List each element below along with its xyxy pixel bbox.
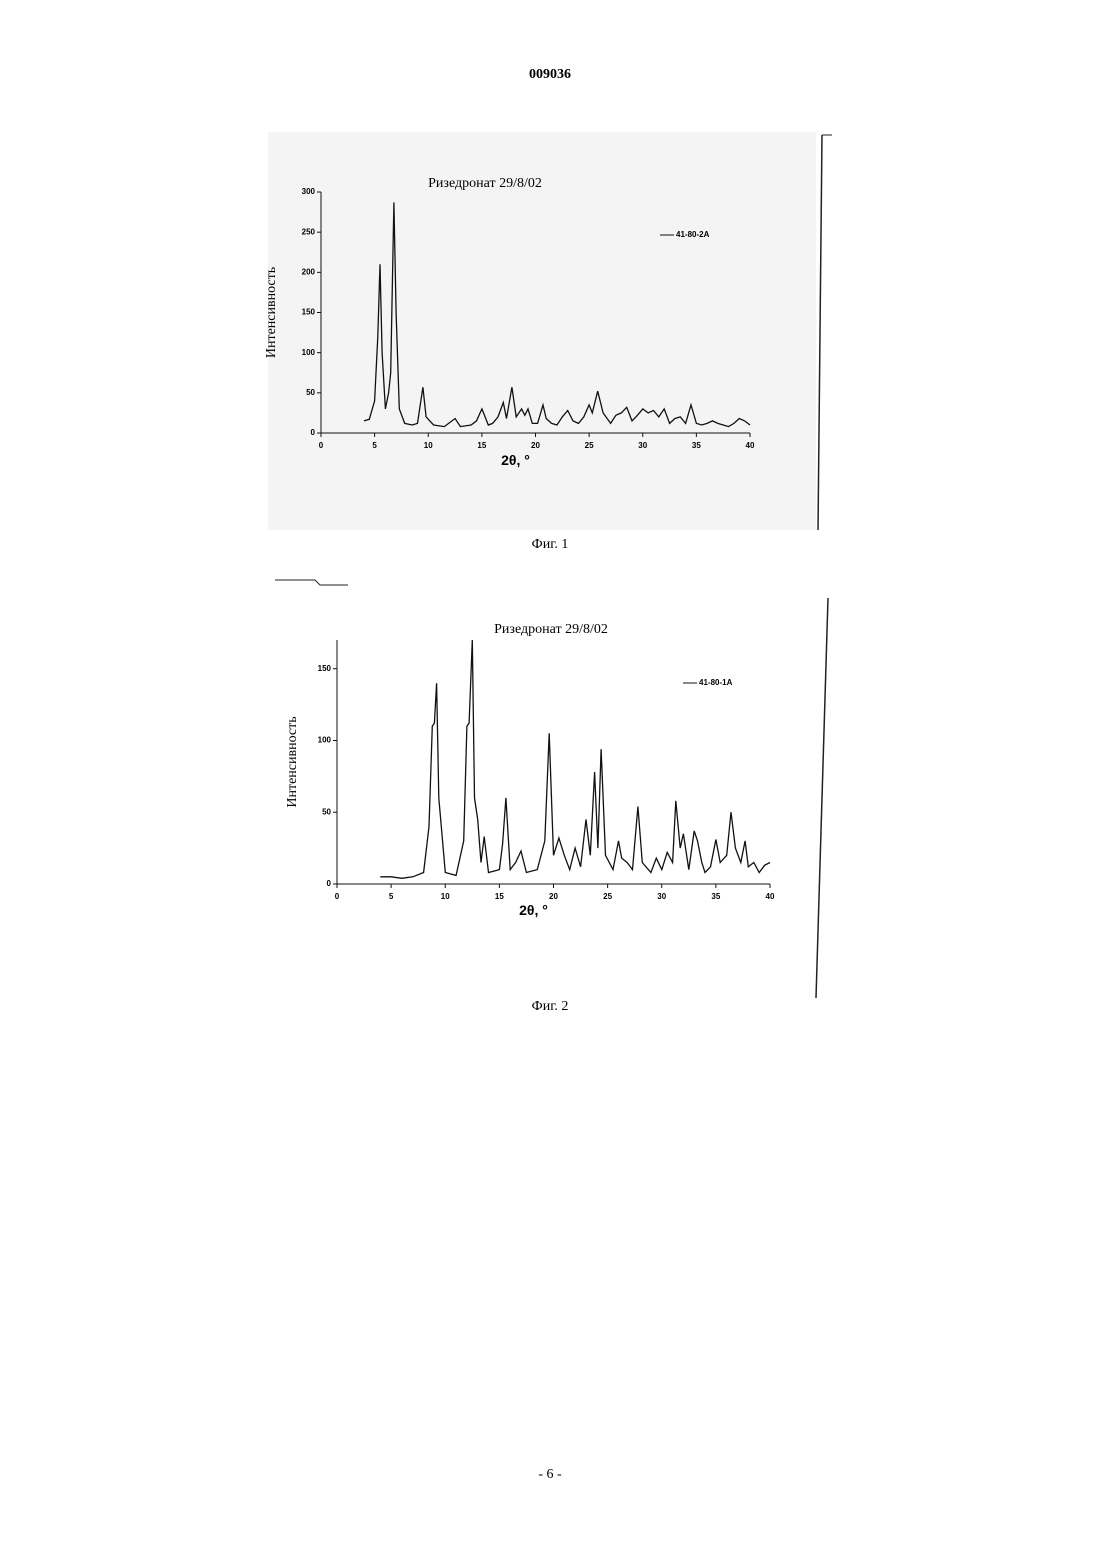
- x-tick-label: 35: [692, 441, 701, 450]
- page-header: 009036: [529, 67, 571, 82]
- x-tick-label: 40: [766, 892, 775, 901]
- x-tick-label: 15: [495, 892, 504, 901]
- y-axis-label: Интенсивность: [264, 267, 279, 358]
- x-tick-label: 20: [531, 441, 540, 450]
- x-tick-label: 30: [657, 892, 666, 901]
- x-tick-label: 25: [603, 892, 612, 901]
- figure-caption: Фиг. 1: [532, 537, 569, 552]
- x-axis-label: 2θ, °: [501, 452, 530, 468]
- page: 009036 - 6 - 050100150200250300051015202…: [0, 0, 1100, 1556]
- y-tick-label: 0: [327, 879, 332, 888]
- y-tick-label: 100: [318, 736, 332, 745]
- x-tick-label: 5: [372, 441, 377, 450]
- scan-background: [268, 132, 816, 530]
- y-tick-label: 200: [302, 267, 316, 276]
- x-tick-label: 5: [389, 892, 394, 901]
- x-tick-label: 20: [549, 892, 558, 901]
- x-tick-label: 40: [746, 441, 755, 450]
- x-tick-label: 0: [319, 441, 324, 450]
- y-axis-label: Интенсивность: [285, 716, 300, 807]
- legend-label: 41-80-2A: [676, 230, 710, 239]
- figure-caption: Фиг. 2: [532, 999, 569, 1014]
- x-tick-label: 30: [638, 441, 647, 450]
- y-tick-label: 50: [306, 388, 315, 397]
- y-tick-label: 150: [302, 308, 316, 317]
- y-tick-label: 250: [302, 227, 316, 236]
- y-tick-label: 0: [311, 428, 316, 437]
- legend-label: 41-80-1A: [699, 678, 733, 687]
- x-tick-label: 25: [585, 441, 594, 450]
- y-tick-label: 300: [302, 187, 316, 196]
- y-tick-label: 50: [322, 807, 331, 816]
- chart-title: Ризедронат 29/8/02: [428, 176, 542, 191]
- x-tick-label: 10: [424, 441, 433, 450]
- y-tick-label: 100: [302, 348, 316, 357]
- x-tick-label: 35: [711, 892, 720, 901]
- y-tick-label: 150: [318, 664, 332, 673]
- x-tick-label: 0: [335, 892, 340, 901]
- x-tick-label: 15: [477, 441, 486, 450]
- page-number: - 6 -: [538, 1467, 562, 1482]
- chart-title: Ризедронат 29/8/02: [494, 622, 608, 637]
- x-axis-label: 2θ, °: [519, 902, 548, 918]
- x-tick-label: 10: [441, 892, 450, 901]
